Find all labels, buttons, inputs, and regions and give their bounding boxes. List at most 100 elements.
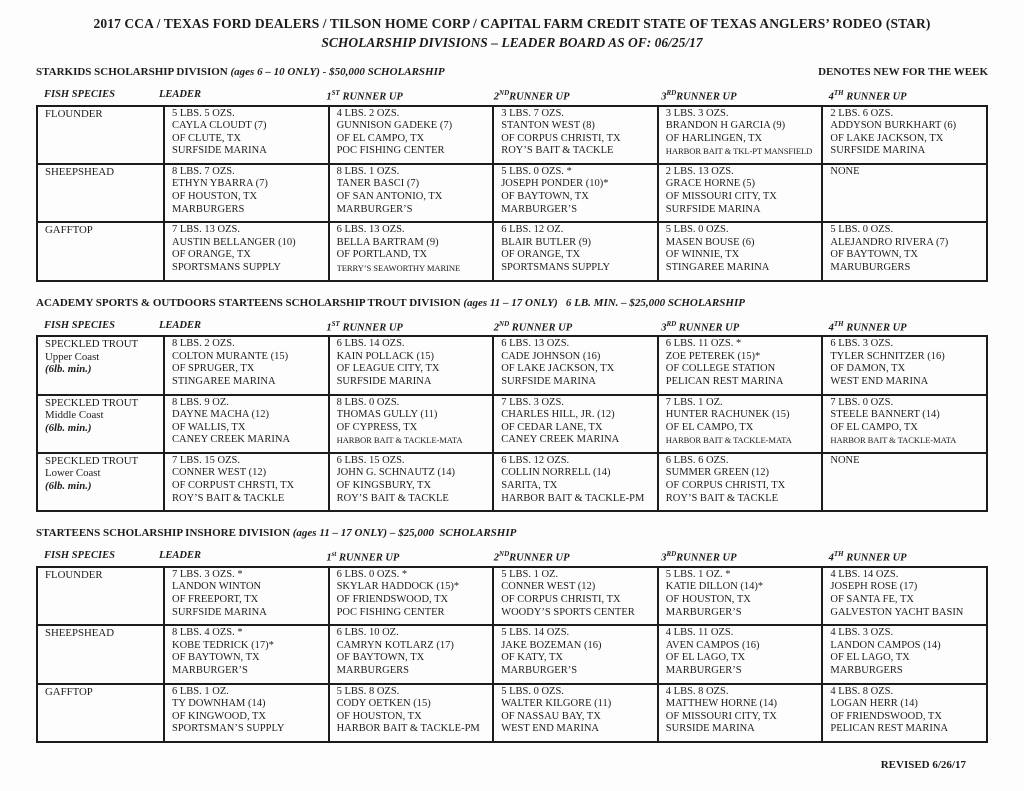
result-cell: 8 LBS. 0 OZS. THOMAS GULLY (11) OF CYPRESS…	[327, 393, 495, 454]
angler-line: ADDYSON BURKHART (6)	[830, 120, 957, 132]
none-label: NONE	[830, 165, 860, 177]
city-line: OF SAN ANTONIO, TX	[336, 191, 443, 203]
angler-line: WALTER KILGORE (11)	[501, 698, 612, 710]
weight-line: 3 LBS. 7 OZS.	[501, 107, 564, 119]
species-cell: FLOUNDER	[36, 104, 165, 165]
table-row: SHEEPSHEAD 8 LBS. 4 OZS. * KOBE TEDRICK (1…	[36, 624, 988, 685]
result-cell: 5 LBS. 0 OZS. * JOSEPH PONDER (10)* OF BAY…	[492, 162, 659, 224]
division-section-starteens-trout: ACADEMY SPORTS & OUTDOORS STARTEENS SCHO…	[36, 297, 988, 513]
city-line: OF BAYTOWN, TX	[830, 249, 918, 261]
result-cell: 2 LBS. 6 OZS. ADDYSON BURKHART (6) OF LAKE…	[821, 104, 988, 165]
angler-line: LANDON WINTON	[172, 581, 262, 593]
city-line: OF CORPUS CHRISTI, TX	[665, 480, 786, 492]
angler-line: AUSTIN BELLANGER (10)	[172, 236, 296, 248]
city-line: OF COLLEGE STATION	[665, 363, 776, 375]
angler-line: SUMMER GREEN (12)	[665, 467, 770, 479]
station-line: WEST END MARINA	[830, 375, 929, 387]
column-header: 1st RUNNER UP	[326, 550, 400, 564]
station-line: MARBURGERS	[336, 664, 409, 676]
city-line: OF ORANGE, TX	[172, 249, 251, 261]
result-cell: 6 LBS. 6 OZS. SUMMER GREEN (12) OF CORPUS …	[656, 451, 824, 513]
station-line: SURFSIDE MARINA	[830, 145, 926, 157]
city-line: OF EL LAGO, TX	[830, 652, 910, 664]
station-line: POC FISHING CENTER	[336, 606, 445, 618]
city-line: OF HOUSTON, TX	[336, 710, 422, 722]
station-line: GALVESTON YACHT BASIN	[830, 606, 964, 618]
station-line: STINGAREE MARINA	[665, 262, 770, 274]
city-line: OF MISSOURI CITY, TX	[665, 710, 777, 722]
angler-line: CADE JOHNSON (16)	[501, 350, 601, 362]
weight-line: 7 LBS. 15 OZS.	[172, 454, 240, 466]
weight-line: 5 LBS. 0 OZS.	[665, 224, 729, 236]
table-row: SPECKLED TROUT Upper Coast (6lb. min.) 8 LB…	[36, 335, 988, 396]
species-cell: SHEEPSHEAD	[36, 624, 165, 685]
city-line: OF HOUSTON, TX	[665, 593, 751, 605]
city-line: OF CYPRESS, TX	[336, 421, 418, 433]
station-line: SURFSIDE MARINA	[501, 375, 596, 387]
angler-line: TANER BASCI (7)	[336, 178, 420, 190]
city-line: SARITA, TX	[501, 480, 558, 492]
result-cell: 6 LBS. 3 OZS. TYLER SCHNITZER (16) OF DAMO…	[821, 335, 988, 396]
angler-line: KOBE TEDRICK (17)*	[172, 639, 274, 651]
result-cell: 6 LBS. 13 OZS. CADE JOHNSON (16) OF LAKE J…	[492, 335, 659, 396]
result-cell: NONE	[821, 162, 988, 224]
weight-line: 6 LBS. 14 OZS.	[336, 338, 405, 350]
weight-line: 7 LBS. 13 OZS.	[172, 224, 240, 236]
city-line: OF KATY, TX	[501, 652, 563, 664]
weight-line: 6 LBS. 10 OZ.	[336, 627, 399, 639]
angler-line: MATTHEW HORNE (14)	[665, 698, 777, 710]
section-subtitle: (ages 11 – 17 ONLY) – $25,000 SCHOLARSHI…	[292, 527, 517, 540]
station-line: ROY’S BAIT & TACKLE	[172, 492, 285, 504]
angler-line: TYLER SCHNITZER (16)	[830, 350, 945, 362]
section-heading: STARKIDS SCHOLARSHIP DIVISION (ages 6 – …	[36, 66, 445, 79]
column-header: 2NDRUNNER UP	[493, 550, 570, 564]
result-cell: 6 LBS. 10 OZ. CAMRYN KOTLARZ (17) OF BAYTO…	[327, 624, 495, 685]
revision-note: REVISED 6/26/17	[880, 758, 966, 771]
table-row: FLOUNDER 5 LBS. 5 OZS. CAYLA CLOUDT (7) OF …	[36, 104, 988, 165]
angler-line: COLLIN NORRELL (14)	[501, 467, 611, 479]
angler-line: MASEN BOUSE (6)	[665, 236, 755, 248]
city-line: OF FRIENDSWOOD, TX	[336, 593, 449, 605]
result-cell: 4 LBS. 8 OZS. LOGAN HERR (14) OF FRIENDSWO…	[821, 682, 988, 743]
station-line: SPORTSMAN’S SUPPLY	[172, 723, 285, 735]
city-line: OF DAMON, TX	[830, 363, 906, 375]
station-line: WEST END MARINA	[501, 723, 599, 735]
species-cell: SPECKLED TROUT Upper Coast (6lb. min.)	[36, 335, 165, 396]
weight-line: 7 LBS. 0 OZS.	[830, 396, 894, 408]
station-line: MARUBURGERS	[830, 262, 911, 274]
section-title: ACADEMY SPORTS & OUTDOORS STARTEENS SCHO…	[36, 296, 461, 309]
city-line: OF BAYTOWN, TX	[172, 652, 260, 664]
weight-line: 8 LBS. 0 OZS.	[336, 396, 400, 408]
city-line: OF BAYTOWN, TX	[336, 652, 425, 664]
station-line: HARBOR BAIT & TACKLE-PM	[501, 492, 645, 504]
result-cell: 6 LBS. 15 OZS. JOHN G. SCHNAUTZ (14) OF KI…	[327, 451, 495, 513]
column-header: FISH SPECIES	[44, 89, 115, 100]
result-cell: 7 LBS. 1 OZ. HUNTER RACHUNEK (15) OF EL CA…	[656, 393, 824, 454]
angler-line: CODY OETKEN (15)	[336, 698, 431, 710]
leaderboard-table: FLOUNDER 5 LBS. 5 OZS. CAYLA CLOUDT (7) OF …	[36, 104, 988, 282]
weight-line: 8 LBS. 7 OZS.	[172, 165, 235, 177]
result-cell: 3 LBS. 3 OZS. BRANDON H GARCIA (9) OF HARL…	[656, 104, 824, 165]
city-line: OF EL LAGO, TX	[665, 652, 746, 664]
table-row: GAFFTOP 7 LBS. 13 OZS. AUSTIN BELLANGER (1…	[36, 221, 988, 282]
station-line: POC FISHING CENTER	[336, 145, 445, 157]
result-cell: 6 LBS. 14 OZS. KAIN POLLACK (15) OF LEAGUE…	[327, 335, 495, 396]
weight-line: 5 LBS. 1 OZ. *	[665, 568, 731, 580]
city-line: OF HOUSTON, TX	[172, 191, 258, 203]
weight-line: 8 LBS. 1 OZS.	[336, 165, 400, 177]
angler-line: KATIE DILLON (14)*	[665, 581, 764, 593]
page-subtitle: SCHOLARSHIP DIVISIONS – LEADER BOARD AS …	[321, 35, 703, 50]
weight-line: 5 LBS. 14 OZS.	[501, 627, 570, 639]
weight-line: 2 LBS. 13 OZS.	[665, 165, 734, 177]
angler-line: BLAIR BUTLER (9)	[501, 236, 592, 248]
column-header: FISH SPECIES	[44, 319, 115, 331]
section-heading: STARTEENS SCHOLARSHIP INSHORE DIVISION (…	[36, 527, 516, 540]
result-cell: 7 LBS. 13 OZS. AUSTIN BELLANGER (10) OF OR…	[163, 221, 330, 282]
species-cell: GAFFTOP	[36, 221, 165, 282]
column-header: 3RD RUNNER UP	[661, 319, 740, 334]
species-cell: SPECKLED TROUT Middle Coast (6lb. min.)	[36, 393, 165, 454]
weight-line: 6 LBS. 0 OZS. *	[336, 568, 408, 580]
table-row: GAFFTOP 6 LBS. 1 OZ. TY DOWNHAM (14) OF KIN…	[36, 682, 988, 743]
section-heading-row: ACADEMY SPORTS & OUTDOORS STARTEENS SCHO…	[36, 297, 988, 310]
